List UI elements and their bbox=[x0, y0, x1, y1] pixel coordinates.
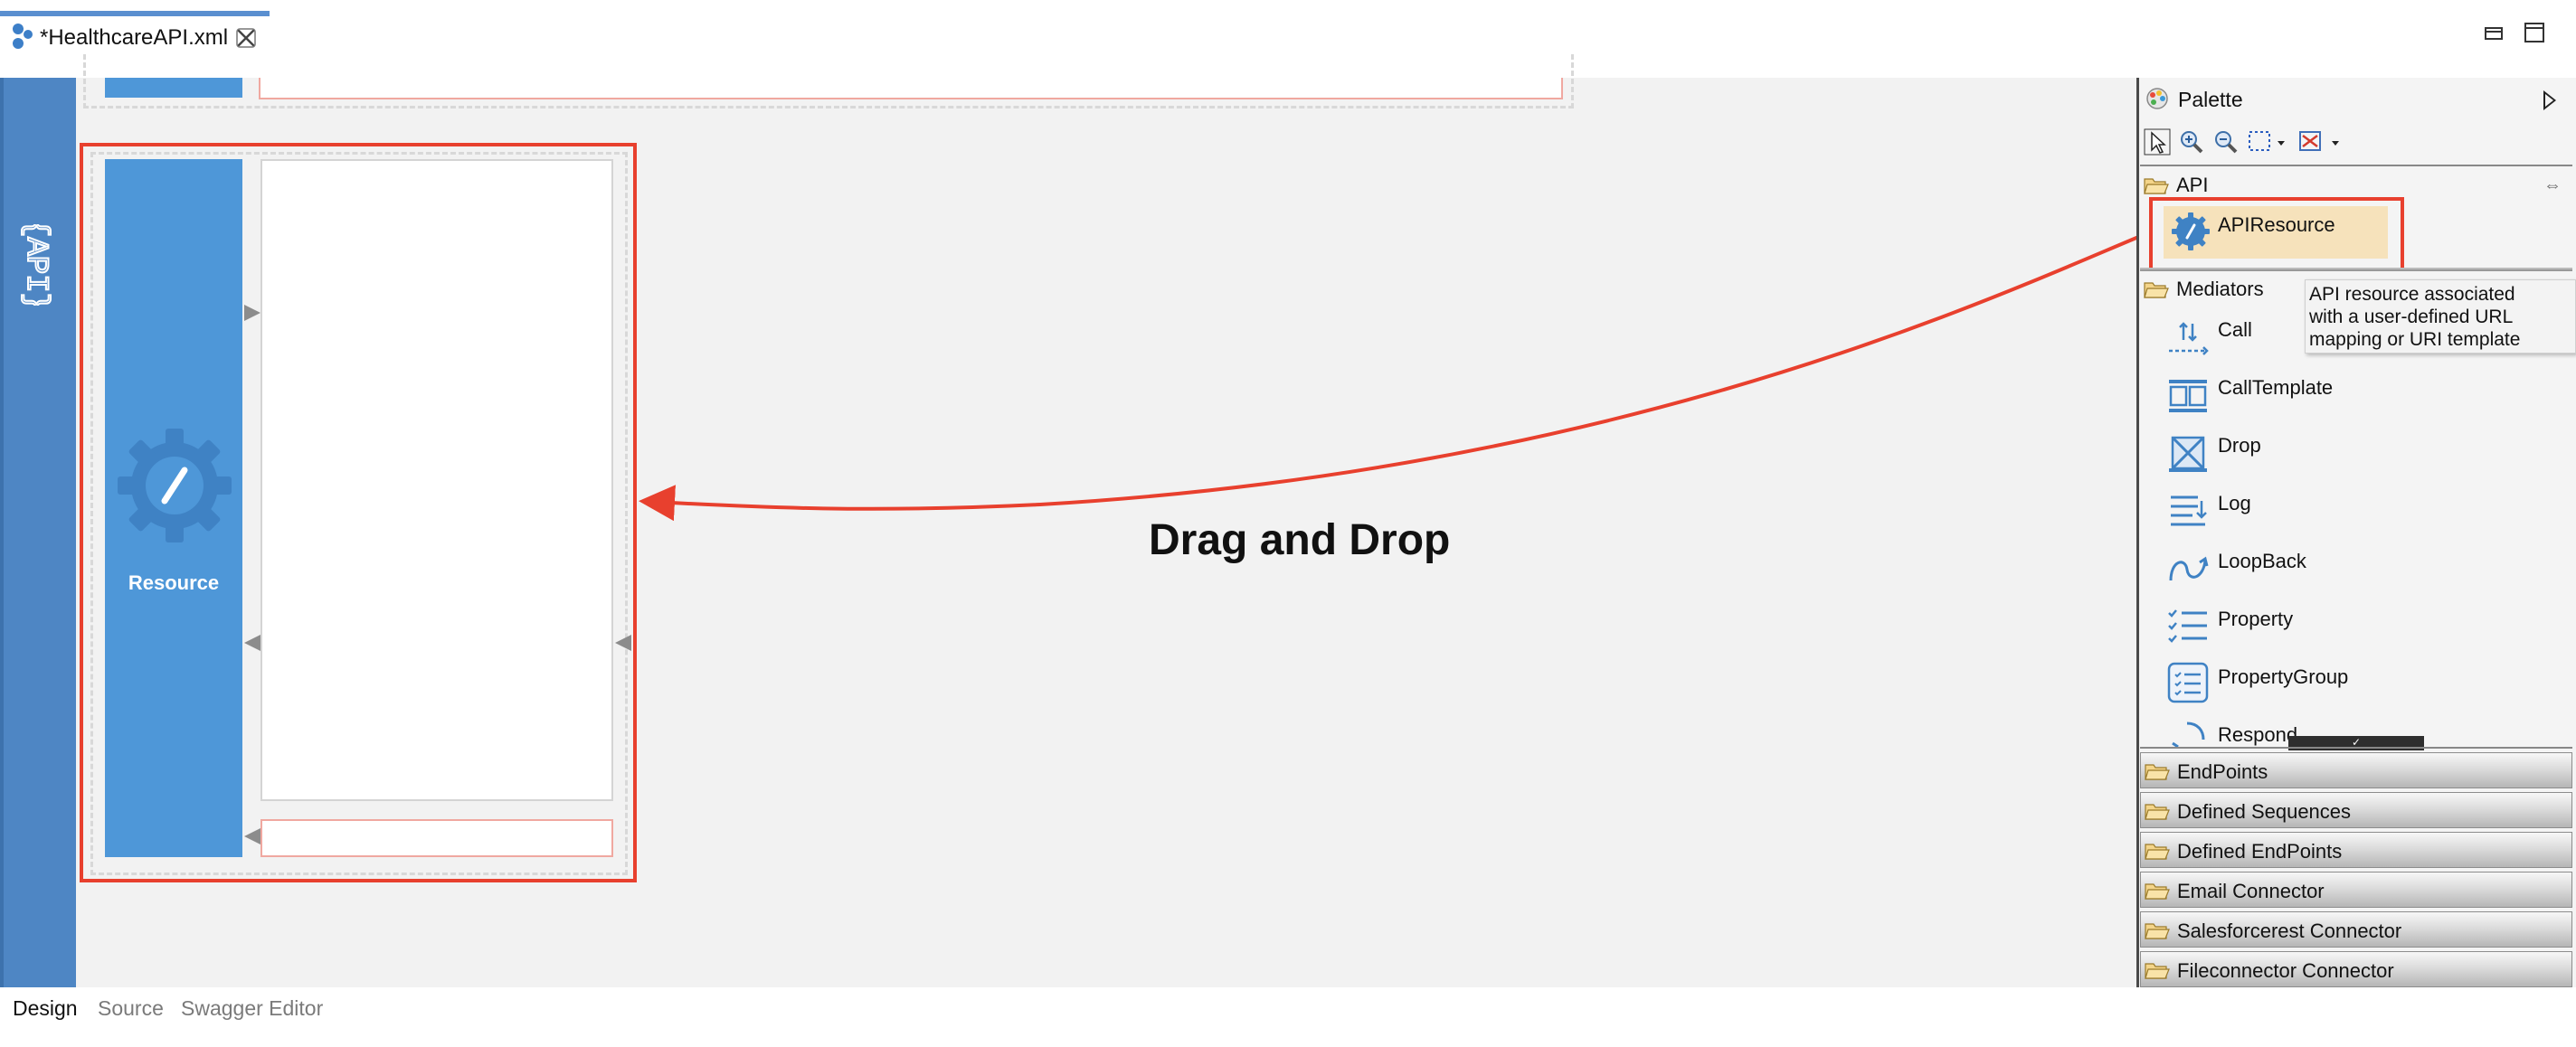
new-resource-highlight bbox=[80, 143, 637, 882]
tooltip-line-1: API resource associated bbox=[2309, 284, 2515, 305]
palette-toolbar bbox=[2140, 125, 2572, 166]
palette-drawer-salesforcerest-connector[interactable]: Salesforcerest Connector bbox=[2140, 911, 2572, 948]
folder-icon bbox=[2145, 963, 2170, 979]
folder-open-icon bbox=[2144, 282, 2169, 298]
palette-item-drop[interactable]: Drop bbox=[2218, 434, 2261, 457]
drawer-label: Defined Sequences bbox=[2177, 800, 2352, 823]
folder-icon bbox=[2145, 804, 2170, 820]
previous-resource-outline bbox=[83, 54, 1574, 108]
api-file-icon bbox=[13, 24, 33, 49]
editor-bottom-tabs bbox=[0, 987, 2576, 1047]
pin-drawer-icon[interactable]: ⇔ bbox=[2543, 175, 2562, 195]
respond-mediator-icon[interactable] bbox=[2167, 720, 2209, 749]
collapse-palette-inner bbox=[2545, 94, 2553, 107]
in-sequence-arrow bbox=[244, 305, 260, 321]
minimize-icon[interactable] bbox=[2484, 24, 2504, 43]
palette-icon bbox=[2146, 88, 2168, 109]
resource-outline bbox=[90, 152, 628, 875]
out-sequence-arrow bbox=[244, 635, 260, 651]
drop-mediator-icon[interactable] bbox=[2167, 432, 2209, 474]
api-resource-gear-icon[interactable] bbox=[2171, 212, 2211, 251]
log-mediator-icon[interactable] bbox=[2167, 488, 2209, 530]
previous-resource-block[interactable] bbox=[105, 78, 242, 98]
calltemplate-mediator-icon[interactable] bbox=[2167, 374, 2209, 416]
in-sequence-lane[interactable] bbox=[260, 159, 613, 801]
fault-sequence-lane[interactable] bbox=[260, 819, 613, 857]
zoom-out-icon[interactable] bbox=[2212, 128, 2240, 156]
previous-fault-sequence[interactable] bbox=[259, 78, 1563, 99]
palette-drawer-fileconnector-connector[interactable]: Fileconnector Connector bbox=[2140, 951, 2572, 987]
tab-title[interactable]: *HealthcareAPI.xml bbox=[40, 25, 229, 50]
folder-icon bbox=[2145, 883, 2170, 900]
palette-section-mediators[interactable]: Mediators bbox=[2176, 278, 2264, 300]
palette-drawer-defined-sequences[interactable]: Defined Sequences bbox=[2140, 792, 2572, 828]
palette-item-respond[interactable]: Respond bbox=[2218, 723, 2298, 746]
palette-item-call[interactable]: Call bbox=[2218, 318, 2252, 341]
api-container-strip[interactable] bbox=[0, 78, 76, 987]
drawer-label: Defined EndPoints bbox=[2177, 840, 2343, 863]
drag-and-drop-annotation: Drag and Drop bbox=[1149, 516, 1451, 564]
drawer-label: Fileconnector Connector bbox=[2177, 959, 2394, 982]
connection-tool-icon[interactable] bbox=[2297, 128, 2341, 156]
palette-item-log[interactable]: Log bbox=[2218, 492, 2251, 514]
loopback-mediator-icon[interactable] bbox=[2167, 548, 2209, 590]
out-sequence-end-arrow bbox=[615, 635, 631, 651]
palette-item-loopback[interactable]: LoopBack bbox=[2218, 550, 2306, 572]
property-mediator-icon[interactable] bbox=[2167, 606, 2209, 647]
select-tool-icon[interactable] bbox=[2144, 128, 2171, 156]
palette-section-api[interactable]: API bbox=[2176, 174, 2209, 196]
folder-open-icon bbox=[2144, 178, 2169, 194]
tab-design[interactable]: Design bbox=[13, 996, 78, 1020]
palette-item-calltemplate[interactable]: CallTemplate bbox=[2218, 376, 2334, 399]
zoom-in-icon[interactable] bbox=[2178, 128, 2205, 156]
api-logo-icon: {API} bbox=[17, 224, 53, 306]
editor-tab[interactable] bbox=[0, 11, 270, 78]
editor-tab-bar bbox=[0, 0, 2576, 78]
fault-sequence-arrow bbox=[244, 828, 260, 844]
palette-drawer-defined-endpoints[interactable]: Defined EndPoints bbox=[2140, 832, 2572, 868]
palette-title: Palette bbox=[2178, 88, 2243, 111]
resource-label: Resource bbox=[128, 571, 220, 594]
drawer-label: EndPoints bbox=[2177, 760, 2268, 783]
tab-source[interactable]: Source bbox=[98, 996, 164, 1020]
api-logo-text: {API} bbox=[18, 224, 52, 306]
tab-swagger-editor[interactable]: Swagger Editor bbox=[181, 996, 324, 1020]
tooltip-line-3: mapping or URI template bbox=[2309, 329, 2521, 350]
propertygroup-mediator-icon[interactable] bbox=[2167, 662, 2209, 703]
maximize-icon[interactable] bbox=[2524, 22, 2545, 43]
palette-item-apiresource[interactable]: APIResource bbox=[2218, 213, 2335, 236]
mediators-bottom-edge bbox=[2140, 747, 2572, 750]
drawer-label: Salesforcerest Connector bbox=[2177, 920, 2402, 942]
gear-icon bbox=[118, 429, 232, 542]
palette-item-propertygroup[interactable]: PropertyGroup bbox=[2218, 665, 2349, 688]
call-mediator-icon[interactable] bbox=[2167, 318, 2209, 360]
folder-icon bbox=[2145, 844, 2170, 860]
marquee-tool-icon[interactable] bbox=[2247, 128, 2287, 156]
palette-drawer-endpoints[interactable]: EndPoints bbox=[2140, 752, 2572, 788]
palette-item-property[interactable]: Property bbox=[2218, 608, 2294, 630]
palette-drawer-email-connector[interactable]: Email Connector bbox=[2140, 872, 2572, 908]
section-divider bbox=[2140, 268, 2572, 271]
apiresource-tooltip: API resource associated with a user-defi… bbox=[2305, 279, 2576, 354]
folder-icon bbox=[2145, 923, 2170, 939]
close-icon[interactable] bbox=[235, 27, 257, 49]
drawer-label: Email Connector bbox=[2177, 880, 2325, 902]
folder-icon bbox=[2145, 764, 2170, 780]
tooltip-line-2: with a user-defined URL bbox=[2309, 307, 2514, 327]
